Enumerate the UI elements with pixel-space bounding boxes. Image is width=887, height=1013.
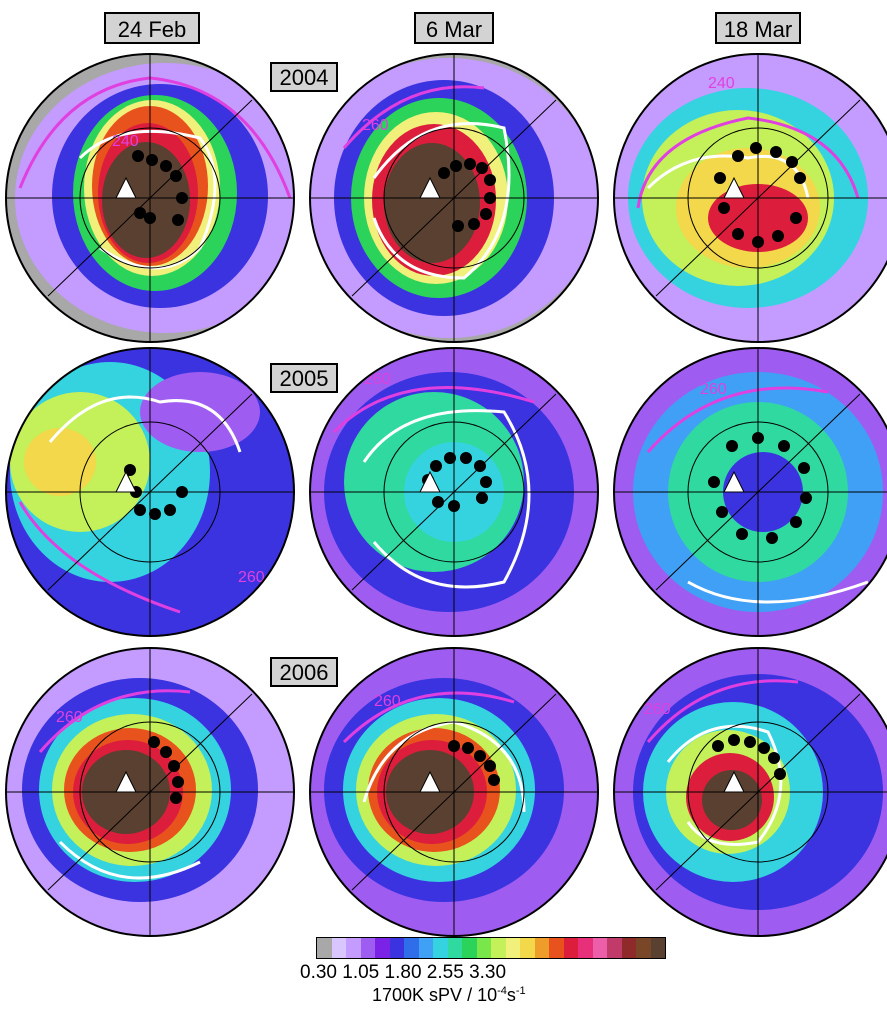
colorbar-swatch [621, 938, 636, 958]
map-2006-24-feb: 260 [5, 647, 295, 937]
colorbar-swatch [317, 938, 332, 958]
column-label-24-feb: 24 Feb [104, 12, 200, 44]
triangle-marker-icon [419, 176, 441, 199]
colorbar-swatch [447, 938, 462, 958]
colorbar-swatch [636, 938, 651, 958]
column-label-18-mar: 18 Mar [715, 12, 801, 44]
triangle-marker-icon [115, 770, 137, 793]
map-2004-18-mar: 240 [613, 53, 887, 343]
contour-label: 260 [362, 117, 389, 134]
triangle-marker-icon [115, 176, 137, 199]
colorbar-swatch [607, 938, 622, 958]
colorbar-swatch [433, 938, 448, 958]
colorbar-swatch [578, 938, 593, 958]
year-label-2004: 2004 [270, 62, 338, 92]
colorbar-tick: 1.05 [342, 962, 380, 983]
contour-label: 260 [644, 701, 671, 718]
triangle-marker-icon [419, 470, 441, 493]
map-2005-24-feb: 260 [5, 347, 295, 637]
contour-label: 260 [238, 569, 265, 586]
colorbar-swatch [549, 938, 564, 958]
column-label-6-mar: 6 Mar [414, 12, 494, 44]
colorbar-swatch [650, 938, 665, 958]
map-2004-6-mar: 260 [309, 53, 599, 343]
colorbar-swatch [520, 938, 535, 958]
triangle-marker-icon [115, 470, 137, 493]
year-label-2006: 2006 [270, 657, 338, 687]
colorbar-tick: 0.30 [300, 962, 337, 983]
colorbar-swatch [360, 938, 375, 958]
triangle-marker-icon [419, 770, 441, 793]
colorbar-swatch [491, 938, 506, 958]
contour-label: 260 [700, 381, 727, 398]
triangle-marker-icon [723, 770, 745, 793]
colorbar-swatch [534, 938, 549, 958]
colorbar-swatch [462, 938, 477, 958]
map-2006-6-mar: 260 [309, 647, 599, 937]
colorbar-swatch [563, 938, 578, 958]
triangle-marker-icon [723, 176, 745, 199]
colorbar-swatch [592, 938, 607, 958]
colorbar-title: 1700K sPV / 10-4s-1 [372, 985, 526, 1005]
colorbar-swatch [331, 938, 346, 958]
colorbar-tick: 1.80 [384, 962, 422, 983]
colorbar-swatch [375, 938, 390, 958]
colorbar-swatch [404, 938, 419, 958]
contour-label: 240 [112, 133, 139, 150]
colorbar-swatch [389, 938, 404, 958]
colorbar [316, 937, 666, 959]
contour-label: 240 [708, 75, 735, 92]
colorbar-tick: 2.55 [426, 962, 464, 983]
map-2005-18-mar: 260 [613, 347, 887, 637]
colorbar-swatch [346, 938, 361, 958]
year-label-2005: 2005 [270, 363, 338, 393]
contour-label: 260 [56, 709, 83, 726]
colorbar-ticks: 0.30 1.05 1.80 2.55 3.30 [300, 962, 506, 984]
colorbar-tick: 3.30 [469, 962, 507, 983]
map-2004-24-feb: 240 [5, 53, 295, 343]
contour-label: 260 [364, 371, 391, 388]
contour-label: 260 [374, 693, 401, 710]
colorbar-swatch [505, 938, 520, 958]
colorbar-swatch [418, 938, 433, 958]
triangle-marker-icon [723, 470, 745, 493]
colorbar-swatch [476, 938, 491, 958]
map-2005-6-mar: 260 [309, 347, 599, 637]
map-2006-18-mar: 260 [613, 647, 887, 937]
